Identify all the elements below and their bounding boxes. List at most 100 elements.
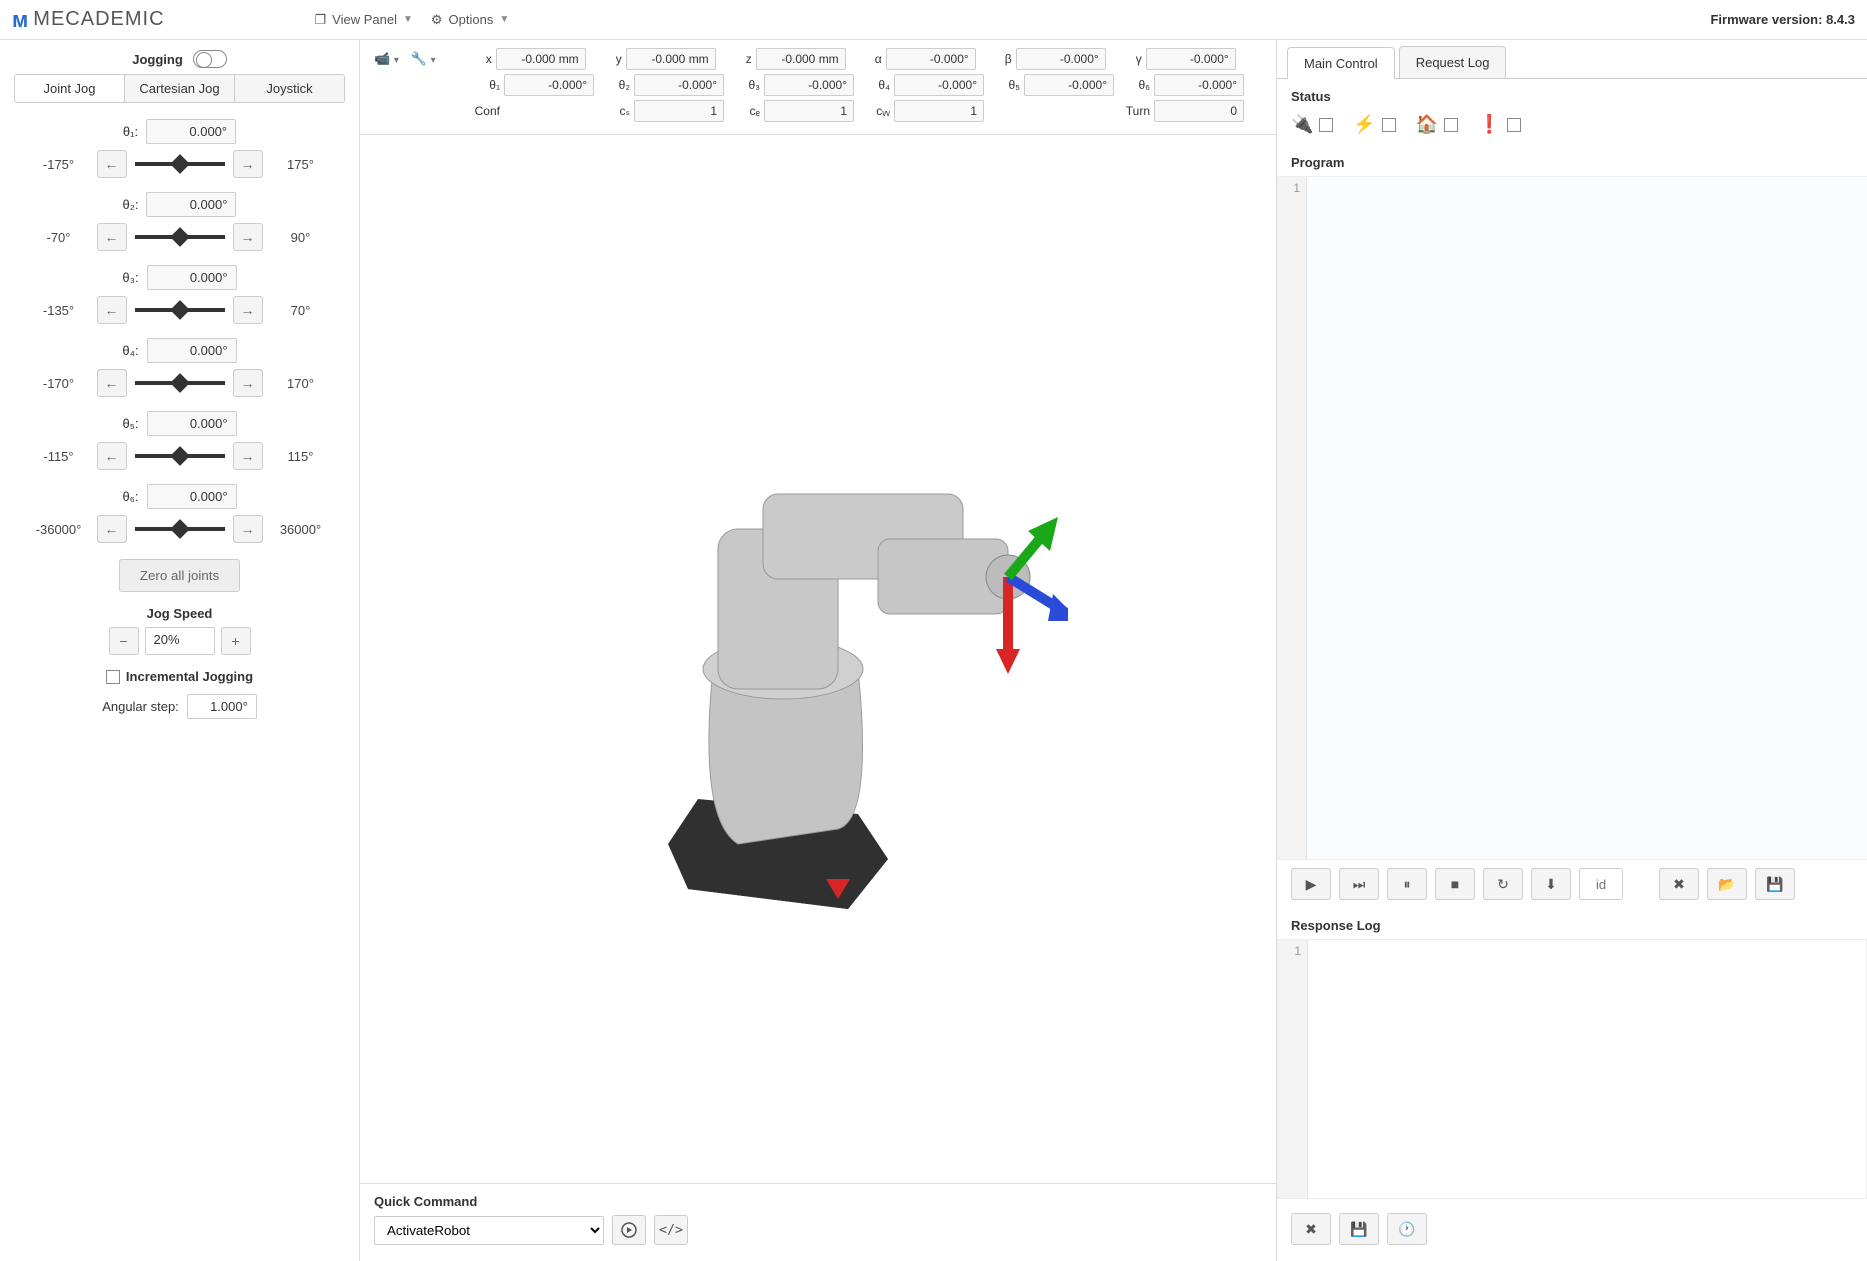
timestamp-button[interactable]: 🕐 — [1387, 1213, 1427, 1245]
status-activated-checkbox[interactable] — [1382, 118, 1396, 132]
control-panel: Main Control Request Log Status 🔌 ⚡ 🏠 ❗ … — [1277, 40, 1867, 1261]
status-connected-checkbox[interactable] — [1319, 118, 1333, 132]
program-gutter: 1 — [1277, 177, 1307, 859]
joint-value-input[interactable]: 0.000° — [147, 265, 237, 290]
readout-cell: α-0.000° — [854, 48, 976, 70]
camera-icon[interactable]: 📹 ▾ — [374, 51, 399, 67]
brand-text: MECADEMIC — [33, 8, 164, 31]
status-homed-checkbox[interactable] — [1444, 118, 1458, 132]
joint-step-left-button[interactable]: ← — [97, 223, 127, 251]
pause-icon: ⏸ — [1404, 876, 1411, 893]
joint-value-input[interactable]: 0.000° — [147, 411, 237, 436]
quick-command-select[interactable]: ActivateRobot — [374, 1216, 604, 1245]
readout-label: cᵥᵥ — [862, 104, 890, 118]
stop-button[interactable]: ■ — [1435, 868, 1475, 900]
save-button[interactable]: 💾 — [1755, 868, 1795, 900]
joint-slider[interactable] — [135, 454, 225, 458]
execute-command-button[interactable] — [612, 1215, 646, 1245]
joint-step-right-button[interactable]: → — [233, 369, 263, 397]
joint-value-input[interactable]: 0.000° — [146, 192, 236, 217]
readout-label: z — [724, 52, 752, 66]
joint-step-left-button[interactable]: ← — [97, 515, 127, 543]
joint-slider[interactable] — [135, 527, 225, 531]
joint-value-input[interactable]: 0.000° — [147, 484, 237, 509]
top-menu: ❐ View Panel ▼ ⚙ Options ▼ — [315, 12, 510, 28]
step-button[interactable]: ⏭ — [1339, 868, 1379, 900]
readout-cell: θ₅-0.000° — [992, 74, 1114, 96]
joint-step-left-button[interactable]: ← — [97, 442, 127, 470]
options-menu[interactable]: ⚙ Options ▼ — [431, 12, 509, 28]
program-id-input[interactable] — [1579, 868, 1623, 900]
speed-decrease-button[interactable]: − — [109, 627, 139, 655]
joint-max-limit: 170° — [271, 376, 331, 391]
tab-joint-jog[interactable]: Joint Jog — [15, 75, 125, 102]
readout-cell: θ₂-0.000° — [602, 74, 724, 96]
readout-cell: Conf — [472, 100, 594, 122]
jogging-toggle[interactable] — [193, 50, 227, 68]
pause-button[interactable]: ⏸ — [1387, 868, 1427, 900]
joint-step-right-button[interactable]: → — [233, 296, 263, 324]
readout-value: -0.000° — [504, 74, 594, 96]
joint-max-limit: 90° — [271, 230, 331, 245]
speed-increase-button[interactable]: + — [221, 627, 251, 655]
joint-step-left-button[interactable]: ← — [97, 150, 127, 178]
loop-button[interactable]: ↻ — [1483, 868, 1523, 900]
joint-slider[interactable] — [135, 308, 225, 312]
joint-slider[interactable] — [135, 381, 225, 385]
gear-icon: ⚙ — [431, 12, 443, 28]
save-log-button[interactable]: 💾 — [1339, 1213, 1379, 1245]
download-button[interactable]: ⬇ — [1531, 868, 1571, 900]
joint-slider[interactable] — [135, 162, 225, 166]
readout-label: x — [464, 52, 492, 66]
status-error-checkbox[interactable] — [1507, 118, 1521, 132]
clear-log-button[interactable]: ✖ — [1291, 1213, 1331, 1245]
clear-button[interactable]: ✖ — [1659, 868, 1699, 900]
joint-row-1: θ₁:0.000°-175°←→175° — [14, 119, 345, 178]
robot-viewport[interactable] — [360, 135, 1276, 1183]
code-button[interactable]: </> — [654, 1215, 688, 1245]
readout-cell: x -0.000 mm — [464, 48, 586, 70]
response-log-area[interactable]: 1 — [1277, 939, 1867, 1199]
readout-value: -0.000° — [1016, 48, 1106, 70]
joint-step-right-button[interactable]: → — [233, 515, 263, 543]
step-forward-icon: ⏭ — [1353, 876, 1366, 893]
run-button[interactable]: ▶ — [1291, 868, 1331, 900]
clock-icon: 🕐 — [1398, 1221, 1415, 1238]
joint-step-left-button[interactable]: ← — [97, 369, 127, 397]
joint-row-3: θ₃:0.000°-135°←→70° — [14, 265, 345, 324]
joint-min-limit: -115° — [29, 449, 89, 464]
robot-render — [568, 399, 1068, 919]
readout-value: -0.000° — [894, 74, 984, 96]
joint-slider[interactable] — [135, 235, 225, 239]
readout-value: -0.000 mm — [496, 48, 586, 70]
save-icon: 💾 — [1766, 876, 1783, 893]
joint-step-right-button[interactable]: → — [233, 442, 263, 470]
window-icon: ❐ — [315, 12, 327, 28]
incremental-jogging-checkbox[interactable] — [106, 670, 120, 684]
readout-value: -0.000 mm — [756, 48, 846, 70]
tab-cartesian-jog[interactable]: Cartesian Jog — [125, 75, 235, 102]
joint-value-input[interactable]: 0.000° — [146, 119, 236, 144]
view-panel-menu[interactable]: ❐ View Panel ▼ — [315, 12, 413, 28]
zero-all-joints-button[interactable]: Zero all joints — [119, 559, 240, 592]
tab-main-control[interactable]: Main Control — [1287, 47, 1395, 79]
angular-step-value[interactable]: 1.000° — [187, 694, 257, 719]
program-editor[interactable]: 1 — [1277, 176, 1867, 860]
x-icon: ✖ — [1673, 876, 1685, 893]
wrench-icon[interactable]: 🔧 ▾ — [411, 51, 436, 67]
tab-request-log[interactable]: Request Log — [1399, 46, 1507, 78]
joint-value-input[interactable]: 0.000° — [147, 338, 237, 363]
joint-step-left-button[interactable]: ← — [97, 296, 127, 324]
view-panel-label: View Panel — [332, 12, 397, 27]
joint-step-right-button[interactable]: → — [233, 223, 263, 251]
joint-max-limit: 70° — [271, 303, 331, 318]
joint-step-right-button[interactable]: → — [233, 150, 263, 178]
response-log-title: Response Log — [1277, 908, 1867, 939]
jog-speed-value[interactable]: 20% — [145, 627, 215, 655]
tab-joystick[interactable]: Joystick — [235, 75, 344, 102]
readout-label: γ — [1114, 52, 1142, 66]
joint-row-4: θ₄:0.000°-170°←→170° — [14, 338, 345, 397]
open-button[interactable]: 📂 — [1707, 868, 1747, 900]
readout-label: θ₁ — [472, 78, 500, 92]
joint-label: θ₆: — [122, 489, 138, 504]
